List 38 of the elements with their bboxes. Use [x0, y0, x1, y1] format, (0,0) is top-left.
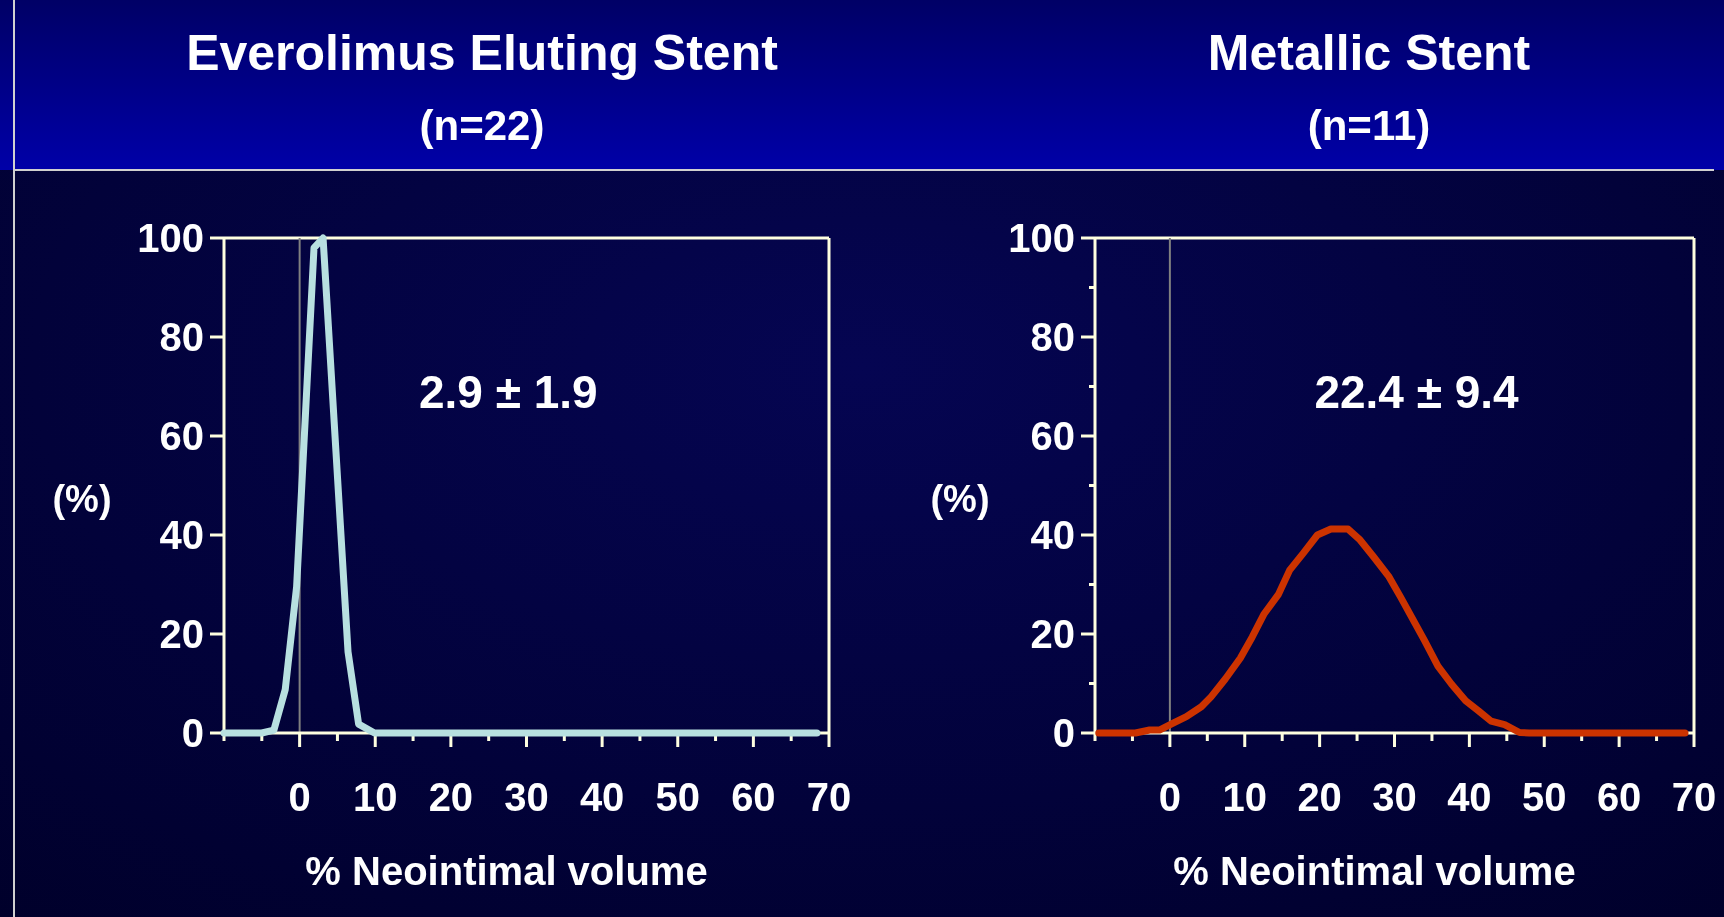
x-tick-label: 50 [1522, 775, 1567, 819]
x-tick-label: 30 [504, 775, 549, 819]
x-tick-label: 0 [288, 775, 311, 819]
x-tick-label: 40 [1447, 775, 1492, 819]
x-tick-label: 50 [655, 775, 700, 819]
y-axis-title: (%) [930, 478, 990, 520]
x-tick-label: 20 [428, 775, 474, 819]
y-tick-label: 20 [159, 612, 204, 656]
x-axis-title: % Neointimal volume [305, 849, 708, 893]
y-tick-label: 60 [1030, 414, 1075, 458]
x-tick-label: 70 [1671, 775, 1717, 819]
x-tick-label: 60 [1596, 775, 1642, 819]
y-axis-title: (%) [52, 478, 112, 520]
y-tick-label: 40 [159, 513, 204, 557]
x-tick-label: 0 [1158, 775, 1181, 819]
y-tick-label: 80 [159, 315, 204, 359]
chart-subtitle: (n=22) [419, 102, 545, 149]
y-tick-label: 20 [1030, 612, 1075, 656]
y-tick-label: 0 [1052, 711, 1075, 755]
x-tick-label: 10 [353, 775, 398, 819]
y-tick-label: 100 [1008, 216, 1075, 260]
x-tick-label: 40 [579, 775, 625, 819]
y-tick-label: 100 [137, 216, 204, 260]
y-tick-label: 60 [159, 414, 204, 458]
x-tick-label: 20 [1297, 775, 1342, 819]
y-tick-label: 0 [181, 711, 204, 755]
x-axis-title: % Neointimal volume [1173, 849, 1576, 893]
annotation: 2.9 ± 1.9 [419, 366, 598, 418]
chart-title: Everolimus Eluting Stent [186, 25, 779, 81]
x-tick-label: 70 [806, 775, 852, 819]
y-tick-label: 80 [1030, 315, 1075, 359]
chart-title: Metallic Stent [1207, 25, 1531, 81]
chart-subtitle: (n=11) [1307, 102, 1431, 149]
x-tick-label: 10 [1222, 775, 1267, 819]
x-tick-label: 30 [1372, 775, 1417, 819]
annotation: 22.4 ± 9.4 [1314, 366, 1520, 418]
x-tick-label: 60 [731, 775, 776, 819]
y-tick-label: 40 [1030, 513, 1075, 557]
